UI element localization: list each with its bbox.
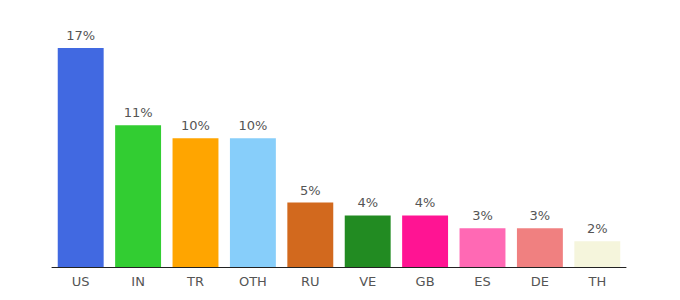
svg-text:TH: TH — [587, 274, 606, 289]
svg-text:5%: 5% — [300, 183, 321, 198]
svg-text:3%: 3% — [530, 208, 551, 223]
svg-text:US: US — [72, 274, 90, 289]
svg-text:ES: ES — [474, 274, 490, 289]
svg-text:IN: IN — [131, 274, 145, 289]
svg-text:10%: 10% — [181, 118, 210, 133]
svg-text:DE: DE — [531, 274, 549, 289]
svg-text:2%: 2% — [587, 221, 608, 236]
svg-text:VE: VE — [359, 274, 376, 289]
svg-text:OTH: OTH — [239, 274, 267, 289]
svg-text:GB: GB — [416, 274, 435, 289]
svg-text:RU: RU — [301, 274, 320, 289]
svg-text:11%: 11% — [124, 105, 153, 120]
svg-text:10%: 10% — [238, 118, 267, 133]
svg-text:4%: 4% — [357, 195, 378, 210]
svg-text:TR: TR — [186, 274, 204, 289]
svg-text:4%: 4% — [415, 195, 436, 210]
svg-text:17%: 17% — [66, 28, 95, 43]
svg-text:3%: 3% — [472, 208, 493, 223]
